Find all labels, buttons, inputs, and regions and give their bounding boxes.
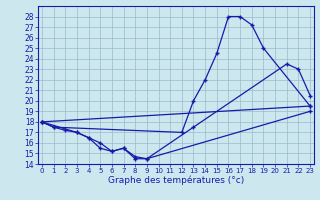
X-axis label: Graphe des températures (°c): Graphe des températures (°c) <box>108 176 244 185</box>
